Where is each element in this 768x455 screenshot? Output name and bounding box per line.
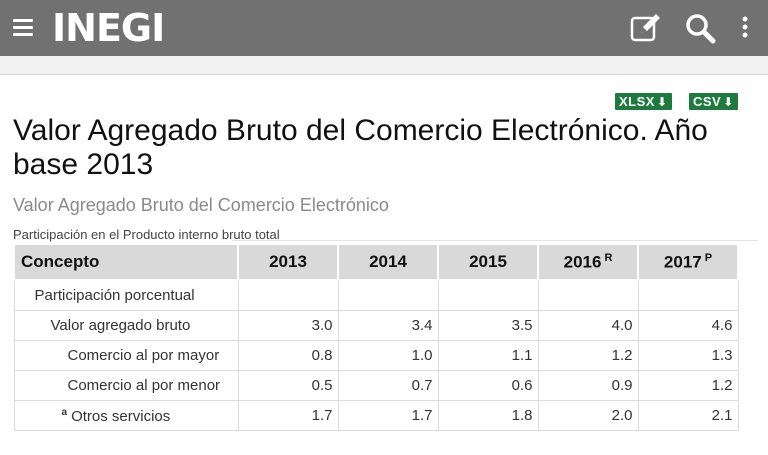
table-cell: 0.7 <box>337 370 439 401</box>
year-label: 2014 <box>369 252 407 271</box>
page-title: Valor Agregado Bruto del Comercio Electr… <box>13 114 708 181</box>
page-subtitle: Valor Agregado Bruto del Comercio Electr… <box>13 195 389 215</box>
table-cell: 3.0 <box>237 310 339 341</box>
table-cell: 0.8 <box>237 340 339 371</box>
year-label: 2013 <box>269 252 307 271</box>
csv-label: CSV <box>693 94 722 109</box>
table-row: Comercio al por menor 0.5 0.7 0.6 0.9 1.… <box>13 370 739 401</box>
year-revised-mark: R <box>604 251 613 264</box>
download-csv-button[interactable]: CSV ⬇ <box>689 93 738 110</box>
row-label-cell: a Otros servicios <box>13 400 239 431</box>
table-cell: 3.4 <box>337 310 439 341</box>
table-cell: 0.5 <box>237 370 339 401</box>
year-label: 2017 <box>663 252 702 272</box>
table-cell: 0.9 <box>537 370 639 401</box>
search-icon[interactable] <box>684 12 718 44</box>
table-row: Valor agregado bruto 3.0 3.4 3.5 4.0 4.6 <box>13 310 739 341</box>
table-cell: 0.6 <box>437 370 539 401</box>
table-cell: 2.0 <box>537 400 639 431</box>
concept-header[interactable]: Concepto <box>13 243 239 281</box>
more-options-icon[interactable] <box>735 12 755 44</box>
menu-icon[interactable] <box>13 19 33 37</box>
year-preliminary-mark: P <box>704 251 713 264</box>
table-cell: 1.2 <box>637 370 739 401</box>
download-icon: ⬇ <box>656 95 668 109</box>
table-cell <box>337 279 439 311</box>
download-xlsx-button[interactable]: XLSX ⬇ <box>615 93 672 110</box>
edit-icon[interactable] <box>629 12 663 44</box>
table-cell: 1.3 <box>637 340 739 371</box>
table-cell: 1.0 <box>337 340 439 371</box>
table-cell: 2.1 <box>637 400 739 431</box>
data-table: Concepto 2013 2014 2015 2016 R 2017 P Part… <box>13 243 739 431</box>
year-label: 2016 <box>563 252 602 272</box>
year-header[interactable]: 2013 <box>237 243 339 281</box>
top-navigation-bar: INEGI <box>0 0 768 56</box>
table-cell <box>637 279 739 311</box>
table-cell: 4.6 <box>637 310 739 341</box>
table-cell: 1.1 <box>437 340 539 371</box>
table-cell: 1.7 <box>337 400 439 431</box>
row-label: Valor agregado bruto <box>13 310 239 341</box>
row-label: Comercio al por mayor <box>13 340 239 371</box>
year-header[interactable]: 2016 R <box>537 243 639 281</box>
row-label: Otros servicios <box>71 407 171 425</box>
footnote-marker[interactable]: a <box>61 406 68 418</box>
download-icon: ⬇ <box>723 95 734 109</box>
year-header[interactable]: 2015 <box>437 243 539 281</box>
table-row: a Otros servicios 1.7 1.7 1.8 2.0 2.1 <box>13 400 739 431</box>
row-label: Comercio al por menor <box>13 370 239 401</box>
table-cell <box>237 279 339 311</box>
divider <box>232 240 758 241</box>
table-header-row: Concepto 2013 2014 2015 2016 R 2017 P <box>13 243 739 281</box>
table-cell: 1.7 <box>237 400 339 431</box>
table-row: Participación porcentual <box>13 279 739 311</box>
table-cell <box>437 279 539 311</box>
table-cell: 3.5 <box>437 310 539 341</box>
inegi-logo[interactable]: INEGI <box>52 6 165 50</box>
table-cell: 1.2 <box>537 340 639 371</box>
secondary-bar <box>0 56 768 75</box>
table-note: Participación en el Producto interno bru… <box>13 227 280 242</box>
year-label: 2015 <box>469 252 507 271</box>
xlsx-label: XLSX <box>619 94 655 109</box>
table-cell: 4.0 <box>537 310 639 341</box>
table-row: Comercio al por mayor 0.8 1.0 1.1 1.2 1.… <box>13 340 739 371</box>
year-header[interactable]: 2014 <box>337 243 439 281</box>
year-header[interactable]: 2017 P <box>637 243 739 281</box>
table-cell <box>537 279 639 311</box>
table-cell: 1.8 <box>437 400 539 431</box>
row-label: Participación porcentual <box>13 279 239 311</box>
